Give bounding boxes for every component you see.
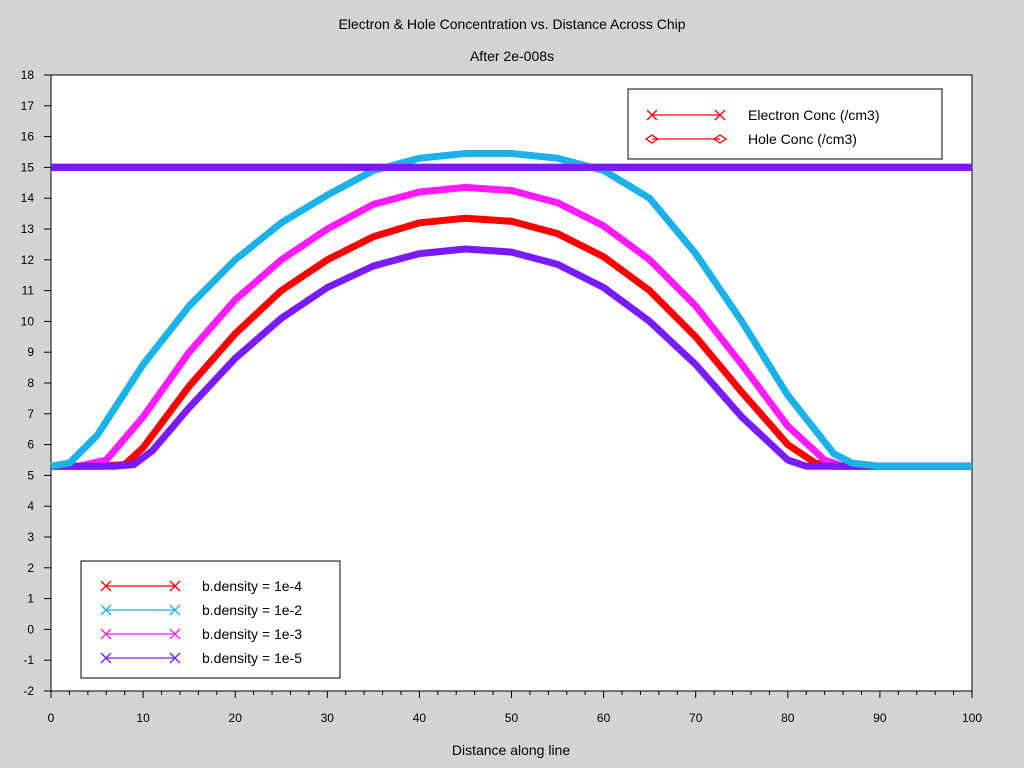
- y-tick-label: 3: [27, 530, 34, 544]
- y-tick-label: 16: [21, 130, 35, 144]
- series-line: [51, 183, 972, 470]
- y-tick-label: -2: [23, 684, 34, 698]
- legend-label: b.density = 1e-3: [202, 626, 302, 642]
- legend-marker: [169, 628, 181, 640]
- legend-series: b.density = 1e-4 b.density = 1e-2 b.densit…: [80, 560, 341, 679]
- legend-marker: [100, 652, 112, 664]
- legend-marker: [712, 134, 728, 144]
- y-tick-label: 4: [27, 499, 34, 513]
- chart-title: Electron & Hole Concentration vs. Distan…: [338, 16, 685, 32]
- legend-quantity: Electron Conc (/cm3) Hole Conc (/cm3): [627, 88, 943, 160]
- x-axis-label: Distance along line: [452, 742, 571, 758]
- x-tick-label: 60: [597, 711, 611, 725]
- y-tick-label: 12: [21, 253, 35, 267]
- y-tick-label: 7: [27, 407, 34, 421]
- y-tick-label: 2: [27, 561, 34, 575]
- x-tick-label: 100: [962, 711, 982, 725]
- legend-marker: [714, 109, 726, 121]
- y-tick-label: 5: [27, 468, 34, 482]
- legend-marker: [100, 604, 112, 616]
- x-tick-label: 50: [505, 711, 519, 725]
- chart-subtitle: After 2e-008s: [470, 48, 554, 64]
- legend-label: b.density = 1e-4: [202, 578, 302, 594]
- legend-label: Electron Conc (/cm3): [748, 107, 879, 123]
- y-tick-label: 14: [21, 191, 35, 205]
- y-tick-label: 1: [27, 592, 34, 606]
- legend-label: b.density = 1e-2: [202, 602, 302, 618]
- legend-marker: [100, 628, 112, 640]
- y-tick-label: -1: [23, 653, 34, 667]
- x-tick-label: 40: [413, 711, 427, 725]
- x-tick-label: 30: [321, 711, 335, 725]
- legend-marker: [169, 580, 181, 592]
- x-tick-label: 10: [136, 711, 150, 725]
- x-axis: 0 10 20 30 40 50 60 70 80 90 100: [48, 691, 982, 725]
- y-tick-label: 18: [21, 68, 35, 82]
- legend-marker: [169, 604, 181, 616]
- y-tick-label: 11: [22, 284, 35, 298]
- y-tick-label: 9: [27, 345, 34, 359]
- legend-marker: [646, 109, 658, 121]
- y-tick-label: 10: [21, 314, 35, 328]
- legend-marker: [644, 134, 660, 144]
- series-line: [51, 214, 972, 470]
- series-layer: [50, 150, 972, 470]
- x-tick-label: 20: [229, 711, 243, 725]
- series-line: [51, 245, 972, 470]
- x-tick-label: 70: [689, 711, 703, 725]
- y-tick-label: 6: [27, 438, 34, 452]
- y-tick-label: 17: [21, 99, 35, 113]
- y-tick-label: 13: [21, 222, 35, 236]
- legend-marker: [100, 580, 112, 592]
- legend-label: b.density = 1e-5: [202, 650, 302, 666]
- legend-layer: Electron Conc (/cm3) Hole Conc (/cm3) b.de…: [80, 88, 943, 679]
- x-tick-label: 90: [873, 711, 887, 725]
- series-line: [50, 150, 972, 470]
- x-tick-label: 80: [781, 711, 795, 725]
- legend-label: Hole Conc (/cm3): [748, 131, 857, 147]
- legend-box: [627, 88, 943, 160]
- y-tick-label: 0: [27, 622, 34, 636]
- legend-marker: [169, 652, 181, 664]
- y-tick-label: 15: [21, 160, 35, 174]
- y-tick-label: 8: [27, 376, 34, 390]
- x-tick-label: 0: [48, 711, 55, 725]
